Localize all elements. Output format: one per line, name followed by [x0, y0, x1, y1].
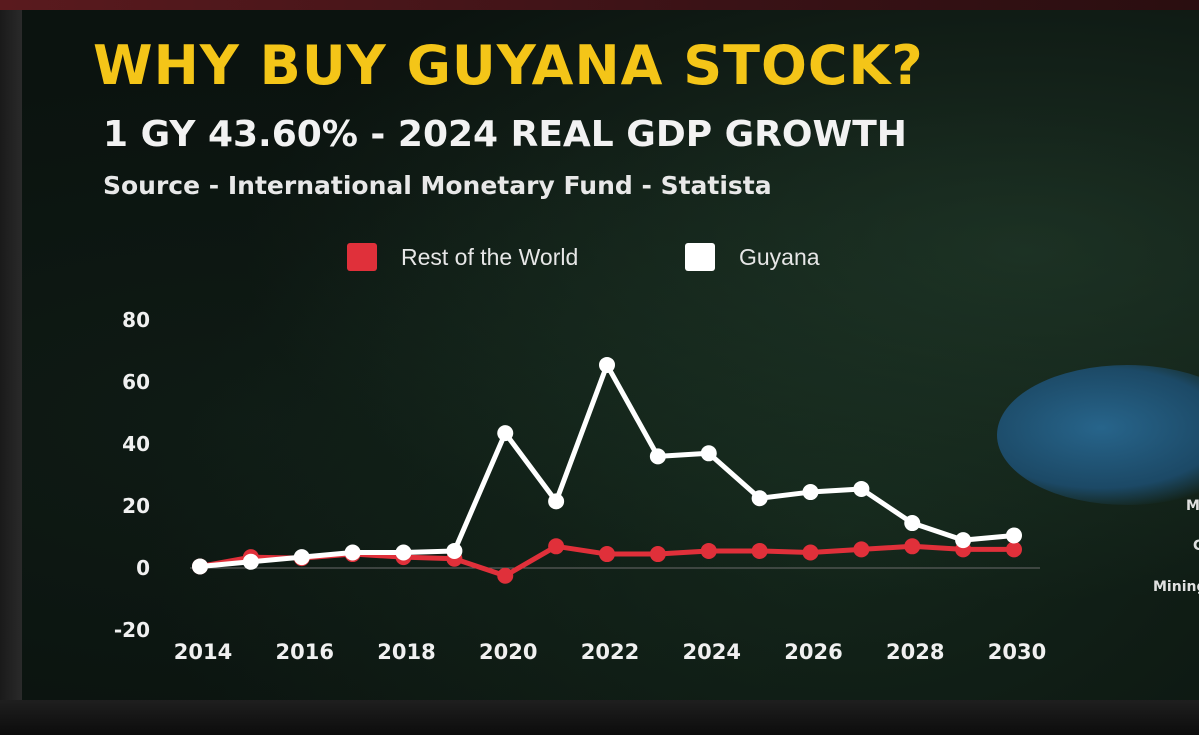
y-tick-label: -20 — [114, 618, 150, 642]
data-point-rest-of-the-world — [853, 541, 870, 558]
data-point-guyana — [904, 515, 921, 532]
data-point-rest-of-the-world — [1006, 541, 1022, 558]
data-point-guyana — [548, 493, 565, 510]
legend-item-rest-of-world: Rest of the World — [347, 243, 578, 271]
data-point-guyana — [446, 542, 463, 559]
monitor-top-bezel — [0, 0, 1199, 10]
data-point-guyana — [497, 425, 514, 442]
legend-label-guyana: Guyana — [739, 243, 820, 270]
source-note: Source - International Monetary Fund - S… — [103, 171, 772, 200]
data-point-rest-of-the-world — [700, 542, 717, 559]
data-point-guyana — [599, 356, 615, 373]
data-point-rest-of-the-world — [599, 546, 615, 563]
data-point-guyana — [1006, 527, 1022, 544]
data-point-guyana — [955, 532, 972, 549]
monitor-bottom-bezel — [0, 700, 1199, 735]
slide-subtitle: 1 GY 43.60% - 2024 REAL GDP GROWTH — [103, 114, 907, 155]
data-point-guyana — [700, 445, 717, 462]
data-point-rest-of-the-world — [548, 538, 565, 555]
series-line-guyana — [197, 362, 1017, 569]
legend-swatch-guyana — [685, 243, 715, 271]
data-point-rest-of-the-world — [751, 542, 768, 559]
data-point-guyana — [751, 490, 768, 507]
y-tick-label: 0 — [136, 556, 150, 580]
y-tick-label: 20 — [122, 494, 150, 518]
slide-background — [22, 10, 1199, 700]
x-tick-label: 2030 — [988, 640, 1046, 664]
cropped-map-label-1: Ma — [1186, 498, 1199, 514]
x-tick-label: 2028 — [886, 640, 944, 664]
data-point-guyana — [242, 553, 259, 570]
data-point-rest-of-the-world — [497, 567, 514, 584]
data-point-guyana — [192, 558, 208, 575]
background-lake-image — [997, 365, 1199, 505]
cropped-map-label-2: C — [1193, 538, 1199, 554]
x-tick-label: 2018 — [377, 640, 435, 664]
x-tick-label: 2024 — [683, 640, 741, 664]
x-tick-label: 2014 — [174, 640, 232, 664]
data-point-guyana — [649, 448, 666, 465]
legend-item-guyana: Guyana — [685, 243, 820, 271]
cropped-map-label-3: Mining — [1153, 579, 1199, 595]
data-point-guyana — [293, 549, 310, 566]
monitor-left-bezel — [0, 10, 22, 700]
data-point-rest-of-the-world — [802, 544, 819, 561]
data-point-guyana — [395, 544, 412, 561]
y-tick-label: 80 — [122, 308, 150, 332]
x-tick-label: 2020 — [479, 640, 537, 664]
legend-swatch-rest-of-world — [347, 243, 377, 271]
x-tick-label: 2016 — [276, 640, 334, 664]
y-tick-label: 60 — [122, 370, 150, 394]
data-point-guyana — [344, 544, 361, 561]
data-point-rest-of-the-world — [904, 538, 921, 555]
legend-label-rest-of-world: Rest of the World — [401, 243, 579, 270]
data-point-guyana — [802, 484, 819, 501]
data-point-guyana — [853, 480, 870, 497]
x-tick-label: 2026 — [784, 640, 842, 664]
slide-headline: WHY BUY GUYANA STOCK? — [93, 34, 924, 97]
x-tick-label: 2022 — [581, 640, 639, 664]
data-point-rest-of-the-world — [649, 546, 666, 563]
y-tick-label: 40 — [122, 432, 150, 456]
